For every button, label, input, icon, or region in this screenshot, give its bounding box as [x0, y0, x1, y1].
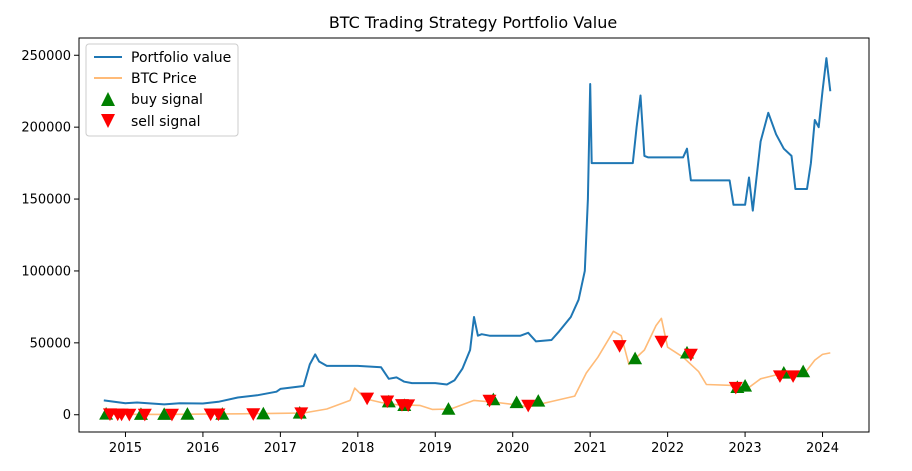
- sell-signal-marker: [728, 381, 743, 395]
- x-tick-label: 2022: [651, 441, 684, 456]
- x-tick-label: 2018: [341, 441, 374, 456]
- sell-signal-marker: [211, 408, 226, 422]
- legend-label-buy: buy signal: [131, 92, 203, 108]
- sell-signal-marker: [122, 408, 137, 422]
- buy-signal-marker: [180, 407, 195, 420]
- y-tick-label: 50000: [30, 336, 71, 351]
- sell-signal-marker: [786, 370, 801, 383]
- buy-signal-marker: [738, 378, 753, 392]
- legend-label-btc: BTC Price: [131, 71, 197, 87]
- x-tick-label: 2024: [806, 441, 839, 456]
- buy-signal-marker: [509, 395, 524, 409]
- legend-label-sell: sell signal: [131, 114, 201, 130]
- x-axis: 2015 2016 2017 2018 2019 2020 2021 2022 2023 2024: [109, 432, 839, 456]
- buy-signal-marker: [796, 364, 811, 378]
- y-tick-label: 150000: [21, 193, 71, 208]
- x-tick-label: 2021: [574, 441, 607, 456]
- plot-area: [99, 57, 832, 422]
- y-tick-label: 200000: [21, 121, 71, 136]
- sell-signal-marker: [401, 399, 416, 412]
- sell-signal-marker: [164, 408, 179, 422]
- y-axis: 0 50000 100000 150000 200000 250000: [21, 49, 79, 423]
- plot-frame: [78, 37, 870, 433]
- x-tick-label: 2020: [496, 441, 529, 456]
- legend-swatch-buy: [101, 92, 115, 106]
- sell-signal-marker: [294, 407, 309, 421]
- chart-title: BTC Trading Strategy Portfolio Value: [329, 13, 617, 32]
- legend: Portfolio value BTC Price buy signal sel…: [85, 43, 239, 137]
- buy-signal-marker: [628, 351, 643, 365]
- legend-swatch-sell: [101, 114, 115, 128]
- sell-signal-marker: [360, 392, 375, 406]
- series-line-btc: [103, 317, 831, 416]
- sell-signal-marker: [482, 394, 497, 408]
- x-tick-label: 2023: [729, 441, 762, 456]
- x-tick-label: 2017: [264, 441, 297, 456]
- buy-signal-marker: [441, 402, 456, 415]
- sell-signal-marker: [683, 348, 698, 362]
- y-tick-label: 250000: [21, 49, 71, 64]
- legend-box: [85, 43, 239, 137]
- sell-signal-marker: [654, 335, 669, 349]
- buy-signal-marker: [256, 406, 271, 420]
- sell-signal-marker: [380, 395, 395, 409]
- sell-signal-marker: [521, 399, 536, 413]
- x-tick-label: 2016: [186, 441, 219, 456]
- y-tick-label: 0: [63, 408, 71, 423]
- series-line-portfolio: [103, 57, 832, 406]
- legend-label-portfolio: Portfolio value: [131, 50, 231, 66]
- sell-signal-marker: [612, 340, 627, 353]
- sell-signal-marker: [772, 370, 787, 383]
- buy-signal-marker: [531, 394, 546, 407]
- buy-signal-marker: [157, 407, 172, 420]
- sell-signal-marker: [137, 408, 152, 422]
- x-tick-label: 2015: [109, 441, 142, 456]
- markers-layer: [99, 335, 811, 422]
- y-tick-label: 100000: [21, 264, 71, 279]
- x-tick-label: 2019: [419, 441, 452, 456]
- sell-signal-marker: [246, 408, 261, 421]
